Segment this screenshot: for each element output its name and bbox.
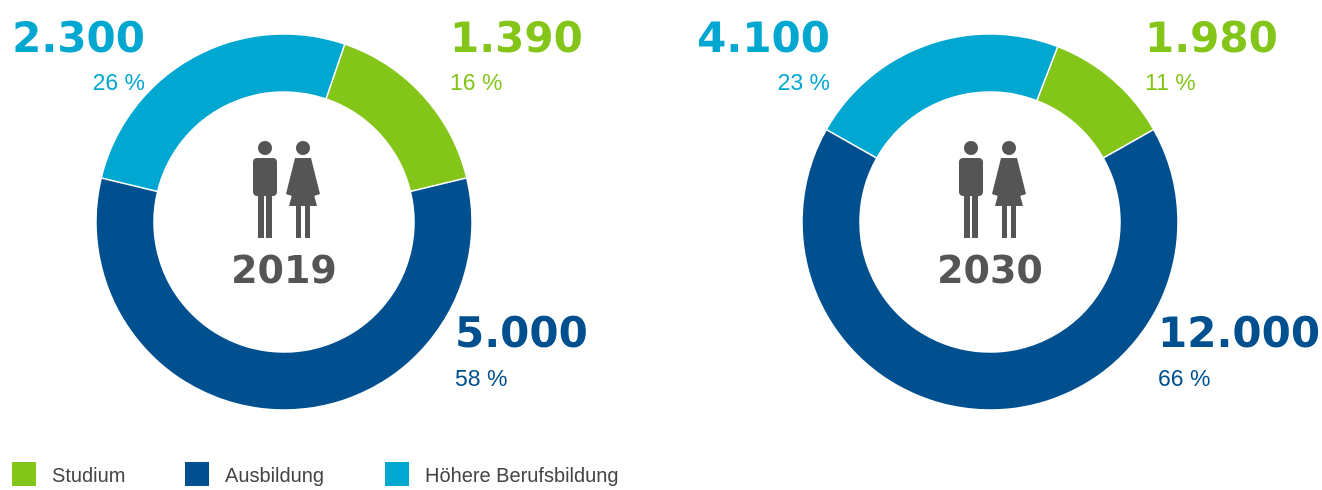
donut-segment [95,176,473,411]
legend-label: Studium [52,465,125,487]
donut-segment [100,33,346,193]
legend-label: Höhere Berufsbildung [425,465,618,487]
center-label: 2019 [231,248,337,292]
percent-label: 16 % [450,69,502,95]
people-icon [959,141,1026,238]
value-label: 5.000 [455,308,588,357]
percent-label: 66 % [1158,365,1210,391]
percent-label: 58 % [455,365,507,391]
legend-swatch [385,462,409,486]
legend-label: Ausbildung [225,465,324,487]
value-label: 4.100 [697,13,830,62]
legend-swatch [185,462,209,486]
value-label: 12.000 [1158,308,1320,357]
percent-label: 23 % [778,69,830,95]
people-icon [253,141,320,238]
donut-segment [325,43,468,193]
percent-label: 26 % [93,69,145,95]
donut-segment [801,128,1179,411]
value-label: 1.980 [1145,13,1278,62]
percent-label: 11 % [1145,69,1196,95]
value-label: 2.300 [12,13,145,62]
center-label: 2030 [937,248,1043,292]
legend-swatch [12,462,36,486]
value-label: 1.390 [450,13,583,62]
donut-segment [825,33,1059,160]
